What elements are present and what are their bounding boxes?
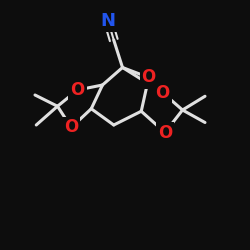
Text: O: O [158,124,172,142]
Text: O: O [64,118,78,136]
Text: O: O [142,68,156,86]
Text: O: O [156,84,170,102]
Text: N: N [100,12,116,30]
Text: O: O [70,81,85,99]
